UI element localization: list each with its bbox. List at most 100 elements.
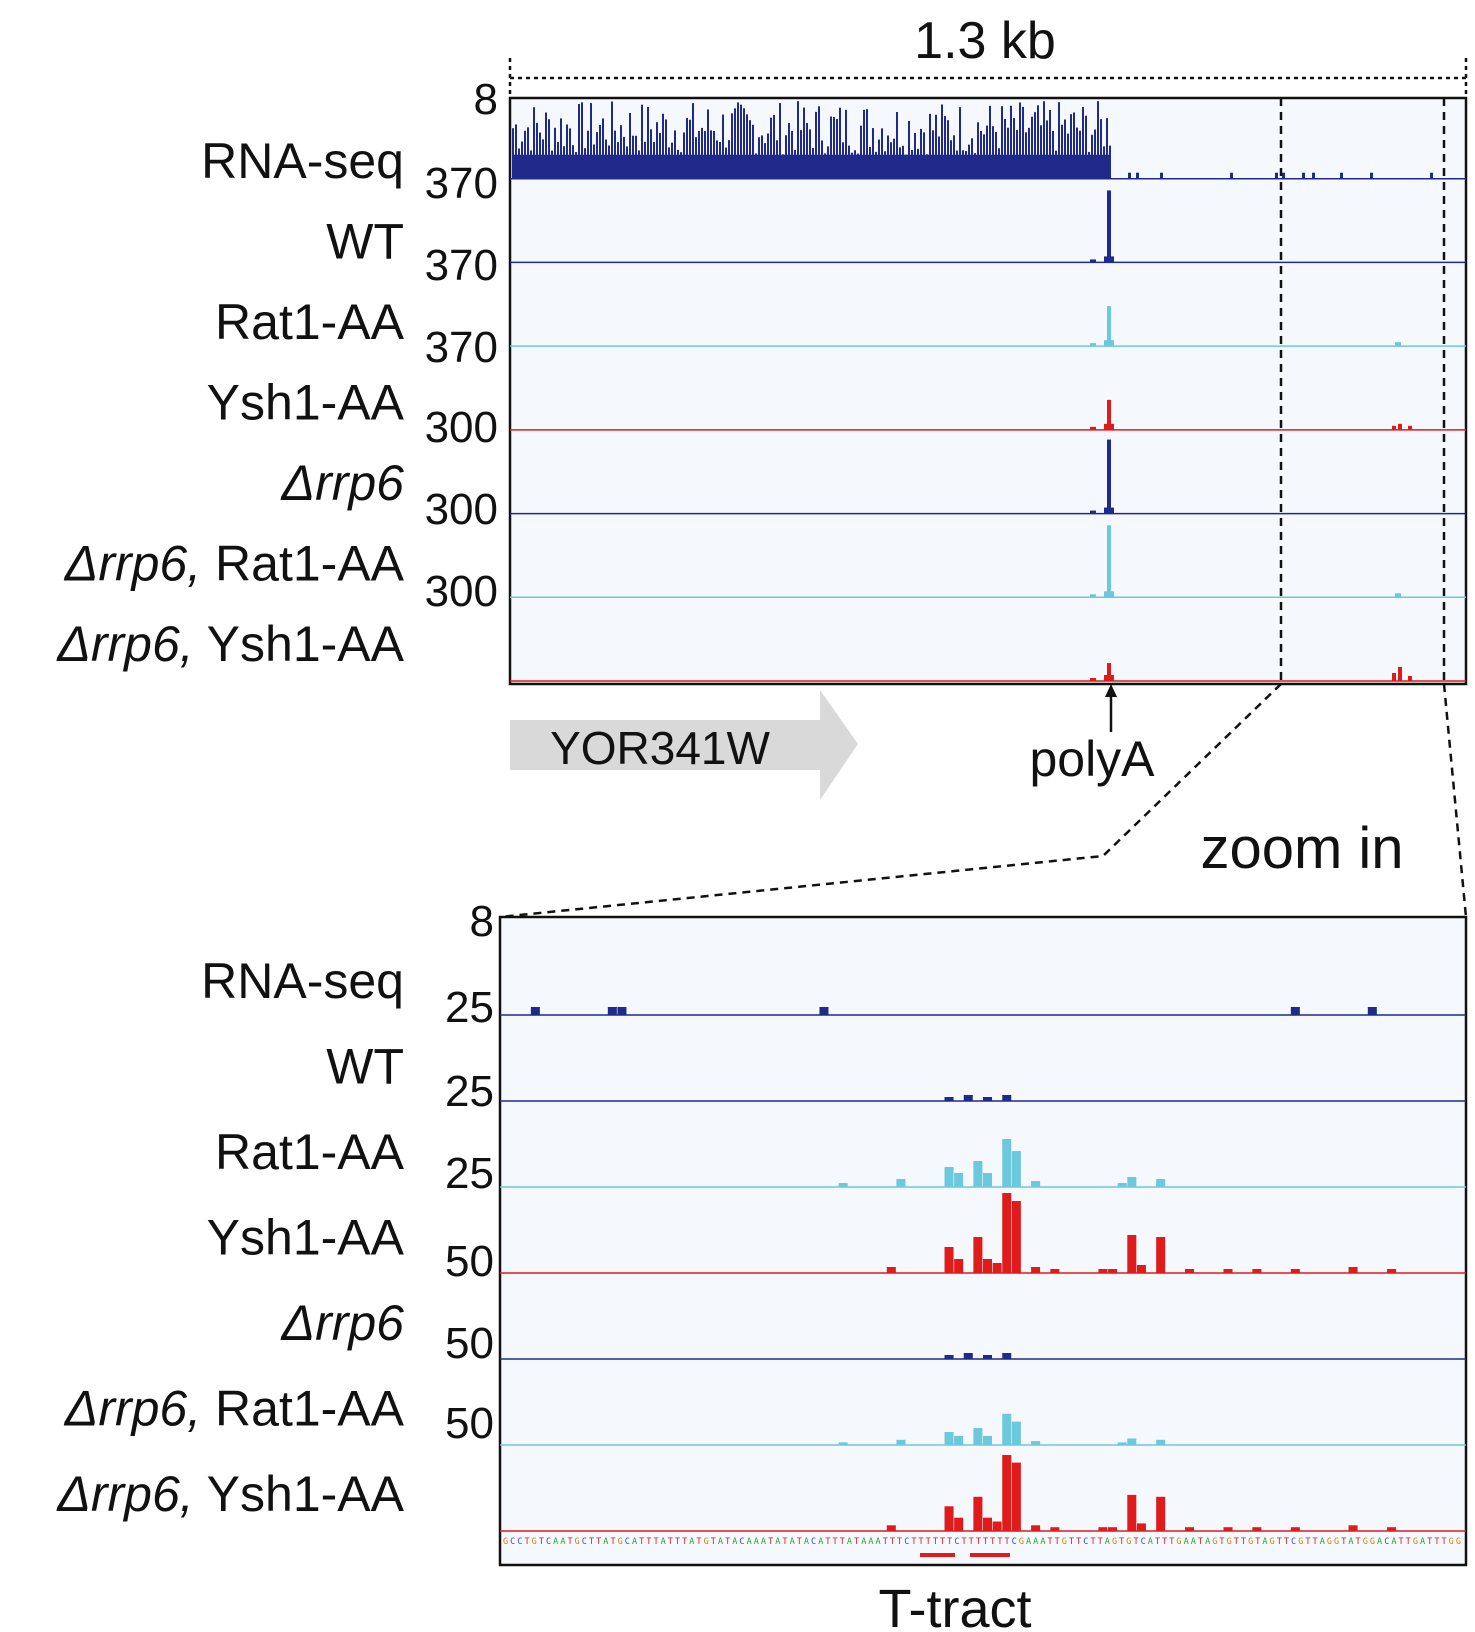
rnaseq-coverage-bar bbox=[1094, 129, 1096, 179]
rnaseq-coverage-bar bbox=[698, 131, 700, 179]
nucleotide: T bbox=[840, 1537, 845, 1547]
bottom-signal-bar-3 bbox=[954, 1259, 964, 1273]
nucleotide: G bbox=[1248, 1537, 1253, 1547]
rnaseq-coverage-bar bbox=[896, 112, 898, 179]
nucleotide: C bbox=[1083, 1537, 1088, 1547]
rnaseq-coverage-bar bbox=[803, 107, 805, 179]
rnaseq-coverage-bar bbox=[974, 153, 976, 179]
rnaseq-coverage-bar bbox=[1106, 118, 1108, 179]
nucleotide: G bbox=[1334, 1537, 1339, 1547]
bottom-track-label-0: RNA-seq bbox=[201, 953, 404, 1009]
rnaseq-coverage-bar bbox=[806, 122, 808, 179]
bottom-signal-bar-5 bbox=[1127, 1438, 1137, 1445]
bottom-signal-bar-6 bbox=[1223, 1527, 1233, 1531]
nucleotide: C bbox=[954, 1537, 959, 1547]
rnaseq-coverage-bar bbox=[524, 130, 526, 179]
rnaseq-coverage-bar bbox=[746, 114, 748, 179]
bottom-signal-bar-2 bbox=[1011, 1151, 1021, 1187]
rnaseq-coverage-bar bbox=[962, 150, 964, 179]
bottom-signal-bar-6 bbox=[1348, 1525, 1358, 1531]
rnaseq-coverage-bar bbox=[1022, 106, 1024, 179]
top-track-label-italic-6: Δrrp6, bbox=[56, 616, 193, 672]
nucleotide: C bbox=[1384, 1537, 1389, 1547]
rnaseq-coverage-bar bbox=[578, 104, 580, 179]
nucleotide: T bbox=[1255, 1537, 1260, 1547]
rnaseq-coverage-bar bbox=[851, 152, 853, 179]
bottom-panel-tracks bbox=[500, 1007, 1466, 1532]
rnaseq-coverage-bar bbox=[776, 140, 778, 179]
rnaseq-coverage-bar bbox=[1037, 105, 1039, 179]
nucleotide: C bbox=[1012, 1537, 1017, 1547]
nucleotide: T bbox=[653, 1537, 658, 1547]
nucleotide: T bbox=[833, 1537, 838, 1547]
rnaseq-coverage-bar bbox=[554, 127, 556, 179]
nucleotide: C bbox=[582, 1537, 587, 1547]
nucleotide: G bbox=[532, 1537, 537, 1547]
rnaseq-sparse-bar bbox=[1128, 172, 1131, 179]
nucleotide: A bbox=[1033, 1537, 1038, 1547]
rnaseq-coverage-bar bbox=[1064, 119, 1066, 179]
rnaseq-coverage-bar bbox=[794, 149, 796, 179]
rnaseq-coverage-bar bbox=[683, 132, 685, 179]
nucleotide: A bbox=[1377, 1537, 1382, 1547]
bottom-track-label-text-5: Rat1-AA bbox=[201, 1381, 405, 1437]
rnaseq-coverage-bar bbox=[662, 113, 664, 179]
bottom-track-label-text-1: WT bbox=[326, 1039, 404, 1095]
nucleotide: A bbox=[1420, 1537, 1425, 1547]
rnaseq-coverage-bar bbox=[689, 119, 691, 179]
nucleotide: C bbox=[1291, 1537, 1296, 1547]
downstream-signal-3 bbox=[1392, 425, 1396, 430]
rnaseq-coverage-bar bbox=[809, 129, 811, 179]
top-scale-0: 8 bbox=[474, 75, 498, 124]
nucleotide: T bbox=[782, 1537, 787, 1547]
bottom-signal-bar-2 bbox=[1156, 1179, 1166, 1187]
nucleotide: C bbox=[811, 1537, 816, 1547]
nucleotide: G bbox=[1062, 1537, 1067, 1547]
downstream-signal-3 bbox=[1408, 425, 1412, 430]
rnaseq-sparse-bar bbox=[1282, 172, 1285, 179]
rnaseq-coverage-bar bbox=[980, 130, 982, 179]
bottom-track-label-4: Δrrp6 bbox=[281, 1295, 405, 1351]
top-scale-2: 370 bbox=[425, 241, 498, 290]
rnaseq-coverage-bar bbox=[695, 137, 697, 179]
nucleotide: T bbox=[926, 1537, 931, 1547]
bottom-signal-bar-2 bbox=[1127, 1177, 1137, 1187]
nucleotide: T bbox=[911, 1537, 916, 1547]
rnaseq-coverage-bar bbox=[1067, 133, 1069, 179]
bottom-signal-bar-3 bbox=[1348, 1267, 1358, 1273]
polyA-label: polyA bbox=[1029, 731, 1155, 787]
nucleotide: G bbox=[1370, 1537, 1375, 1547]
rnaseq-coverage-bar bbox=[785, 135, 787, 179]
nucleotide: T bbox=[768, 1537, 773, 1547]
nucleotide: T bbox=[1076, 1537, 1081, 1547]
rnaseq-coverage-bar bbox=[680, 152, 682, 179]
rnaseq-coverage-bar bbox=[1043, 101, 1045, 179]
rnaseq-coverage-bar bbox=[665, 119, 667, 179]
rnaseq-coverage-bar bbox=[755, 153, 757, 179]
rnaseq-coverage-bar bbox=[692, 103, 694, 179]
nucleotide: T bbox=[1119, 1537, 1124, 1547]
nucleotide: G bbox=[704, 1537, 709, 1547]
rnaseq-coverage-bar bbox=[638, 150, 640, 179]
nucleotide: A bbox=[560, 1537, 565, 1547]
downstream-signal-6 bbox=[1398, 667, 1402, 681]
nucleotide: G bbox=[1176, 1537, 1181, 1547]
rnaseq-coverage-bar bbox=[737, 102, 739, 179]
bottom-signal-bar-6 bbox=[944, 1506, 954, 1531]
nucleotide: T bbox=[825, 1537, 830, 1547]
nucleotide: G bbox=[1126, 1537, 1131, 1547]
bottom-signal-bar-3 bbox=[1011, 1201, 1021, 1273]
rnaseq-coverage-bar bbox=[797, 101, 799, 179]
nucleotide: A bbox=[818, 1537, 823, 1547]
top-panel-labels: RNA-seq WT Rat1-AA Ysh1-AA Δrrp6 Δrrp6, Rat1-… bbox=[56, 133, 404, 672]
polyA-peak-4 bbox=[1107, 439, 1111, 514]
nucleotide: A bbox=[847, 1537, 852, 1547]
top-panel-frame bbox=[508, 96, 1468, 686]
nucleotide: A bbox=[876, 1537, 881, 1547]
rnaseq-coverage-bar bbox=[878, 139, 880, 179]
bottom-signal-bar-1 bbox=[1002, 1095, 1012, 1101]
rnaseq-coverage-bar bbox=[551, 150, 553, 179]
rnaseq-coverage-bar bbox=[983, 134, 985, 179]
